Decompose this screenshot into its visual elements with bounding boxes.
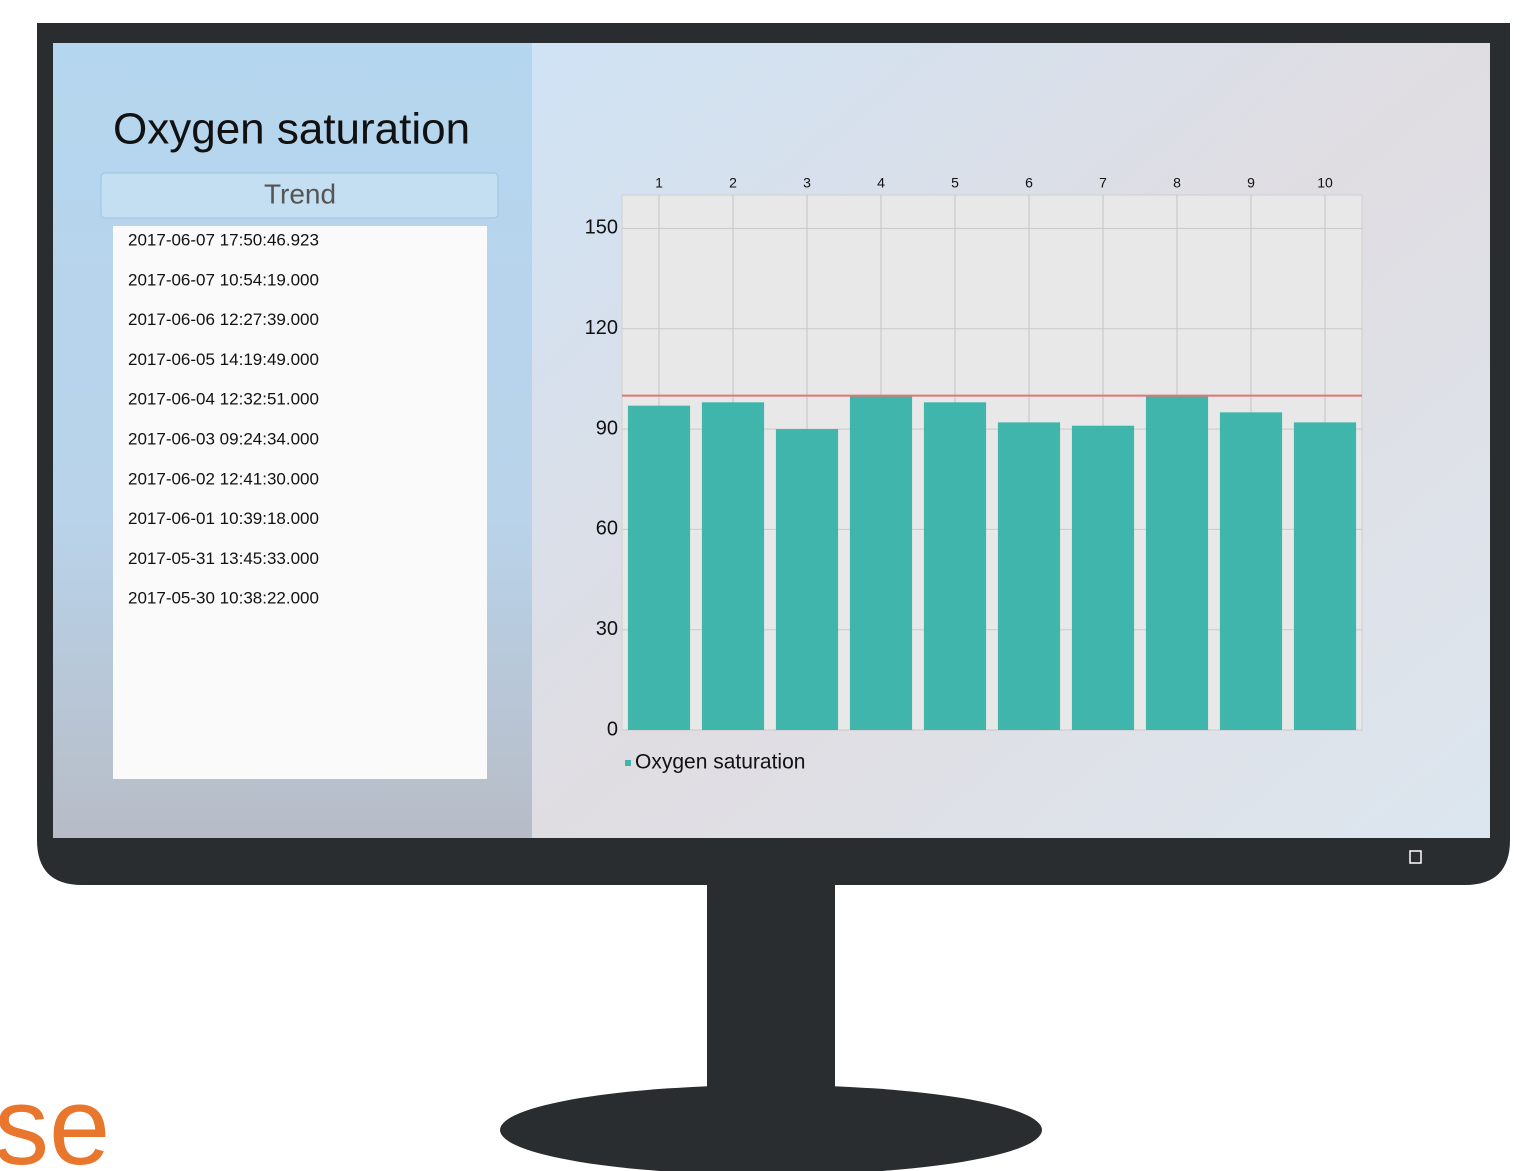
x-tick-label: 8 xyxy=(1173,175,1181,191)
chart: 0 30 60 90 120 150 1 2 3 4 5 6 7 8 9 10 Oxygen saturatio… xyxy=(585,175,1362,774)
watermark-text: se xyxy=(0,1065,110,1171)
legend-swatch xyxy=(625,760,631,766)
bar xyxy=(776,429,838,730)
bar xyxy=(1220,412,1282,730)
y-tick-label: 0 xyxy=(607,718,618,740)
x-tick-label: 6 xyxy=(1025,175,1033,191)
x-tick-label: 10 xyxy=(1317,175,1333,191)
legend-label: Oxygen saturation xyxy=(635,751,805,774)
bar xyxy=(998,422,1060,730)
x-tick-label: 5 xyxy=(951,175,959,191)
x-tick-label: 4 xyxy=(877,175,885,191)
x-tick-label: 9 xyxy=(1247,175,1255,191)
y-tick-label: 150 xyxy=(585,217,618,239)
x-tick-label: 1 xyxy=(655,175,663,191)
bar xyxy=(924,402,986,730)
y-tick-label: 120 xyxy=(585,317,618,339)
list-item[interactable]: 2017-06-06 12:27:39.000 xyxy=(128,310,319,329)
monitor-neck xyxy=(707,884,835,1094)
list-item[interactable]: 2017-06-01 10:39:18.000 xyxy=(128,509,319,528)
y-tick-label: 30 xyxy=(596,618,618,640)
list-item[interactable]: 2017-06-07 10:54:19.000 xyxy=(128,270,319,289)
list-item[interactable]: 2017-05-31 13:45:33.000 xyxy=(128,549,319,568)
list-item[interactable]: 2017-06-05 14:19:49.000 xyxy=(128,350,319,369)
y-tick-label: 60 xyxy=(596,518,618,540)
screen-mockup: Oxygen saturation Trend 2017-06-07 17:50… xyxy=(0,0,1533,1171)
list-item[interactable]: 2017-06-03 09:24:34.000 xyxy=(128,429,319,448)
list-item[interactable]: 2017-05-30 10:38:22.000 xyxy=(128,589,319,608)
page: Oxygen saturation Trend 2017-06-07 17:50… xyxy=(0,0,1533,1171)
page-title: Oxygen saturation xyxy=(113,105,470,154)
monitor-base xyxy=(500,1085,1042,1171)
list-item[interactable]: 2017-06-02 12:41:30.000 xyxy=(128,469,319,488)
list-item[interactable]: 2017-06-07 17:50:46.923 xyxy=(128,230,319,249)
bar xyxy=(1146,396,1208,730)
bar xyxy=(850,396,912,730)
x-tick-label: 7 xyxy=(1099,175,1107,191)
list-item[interactable]: 2017-06-04 12:32:51.000 xyxy=(128,390,319,409)
bar xyxy=(628,406,690,730)
date-list xyxy=(113,226,487,779)
bar xyxy=(702,402,764,730)
y-tick-label: 90 xyxy=(596,417,618,439)
x-tick-label: 3 xyxy=(803,175,811,191)
bar xyxy=(1072,426,1134,730)
trend-tab-label[interactable]: Trend xyxy=(264,178,336,209)
x-tick-label: 2 xyxy=(729,175,737,191)
bar xyxy=(1294,422,1356,730)
